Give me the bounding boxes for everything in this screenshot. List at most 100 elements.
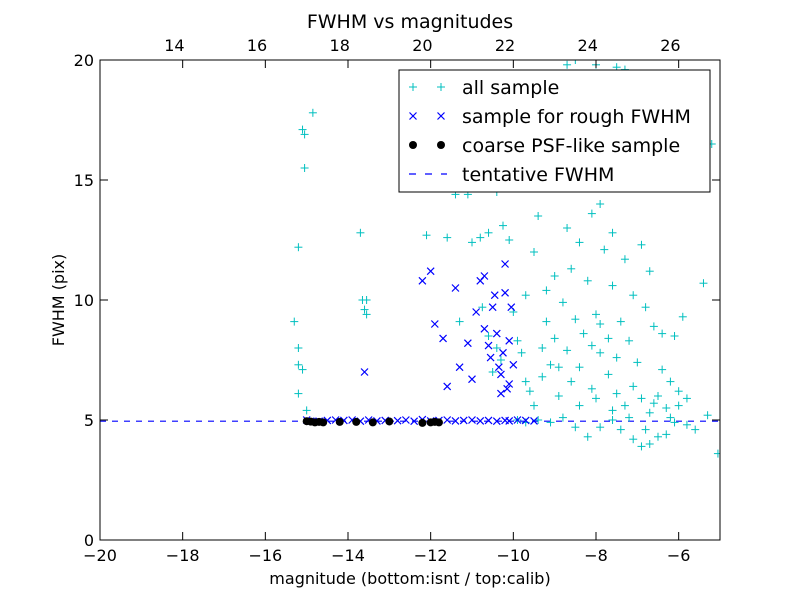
all-sample-point (579, 329, 588, 338)
all-sample-point (620, 255, 629, 264)
rough-sample-point (410, 417, 419, 426)
plot-area (100, 60, 720, 458)
top-x-tick-label: 22 (495, 36, 515, 55)
legend-label: tentative FWHM (462, 164, 614, 186)
all-sample-point (575, 363, 584, 372)
legend-dot-icon (409, 141, 417, 149)
rough-sample-point (443, 382, 452, 391)
rough-sample-point (472, 308, 481, 316)
all-sample-point (637, 240, 646, 249)
rough-sample-point (451, 417, 460, 425)
rough-sample-point (468, 416, 476, 424)
all-sample-point (492, 344, 501, 352)
all-sample-point (670, 332, 679, 340)
all-sample-point (302, 406, 311, 415)
all-sample-point (517, 348, 526, 357)
legend-item-psf: coarse PSF-like sample (409, 135, 680, 157)
x-tick-label: −12 (414, 546, 448, 565)
all-sample-point (499, 221, 507, 230)
all-sample-point (629, 291, 638, 300)
rough-sample-point (505, 417, 514, 425)
legend-x-icon (409, 112, 417, 120)
all-sample-point (713, 449, 720, 458)
all-sample-point (658, 329, 667, 338)
all-sample-point (604, 370, 613, 379)
all-sample-point (670, 418, 679, 427)
all-sample-point (542, 317, 551, 326)
legend-plus-icon (409, 83, 417, 91)
all-sample-point (703, 411, 712, 420)
all-sample-point (563, 60, 572, 69)
all-sample-point (620, 401, 629, 410)
all-sample-point (298, 365, 307, 374)
legend-item-all: all sample (409, 77, 559, 99)
rough-sample-point (476, 417, 485, 425)
all-sample-point (542, 286, 551, 295)
all-sample-point (538, 372, 547, 381)
rough-sample-point (492, 329, 501, 338)
all-sample-point (637, 442, 646, 451)
all-sample-point (484, 332, 493, 340)
legend-item-rough: sample for rough FWHM (409, 106, 691, 128)
all-sample-point (571, 423, 580, 432)
all-sample-point (682, 420, 691, 429)
all-sample-point (362, 296, 371, 304)
rough-sample-point (509, 360, 518, 369)
x-tick-label: −18 (166, 546, 200, 565)
y-tick-label: 15 (74, 171, 94, 190)
rough-sample-point (488, 303, 497, 312)
all-sample-point (641, 425, 650, 434)
all-sample-point (691, 425, 700, 434)
rough-sample-point (503, 384, 512, 393)
all-sample-point (525, 387, 534, 396)
all-sample-point (546, 360, 555, 369)
psf-sample-point (418, 418, 427, 427)
all-sample-point (546, 418, 555, 427)
all-sample-point (604, 334, 613, 343)
rough-sample-point (480, 324, 489, 333)
all-sample-point (608, 281, 617, 290)
rough-sample-point (505, 336, 514, 345)
all-sample-point (308, 108, 317, 117)
legend-label: sample for rough FWHM (462, 106, 691, 128)
all-sample-point (666, 377, 675, 386)
all-sample-point (641, 303, 650, 312)
all-sample-point (649, 399, 658, 408)
all-sample-point (488, 368, 497, 376)
top-x-tick-label: 18 (330, 36, 350, 55)
all-sample-point (571, 315, 580, 324)
top-x-tick-label: 14 (164, 36, 184, 55)
all-sample-point (674, 387, 683, 396)
rough-sample-point (490, 291, 499, 300)
all-sample-point (360, 305, 369, 314)
y-tick-label: 5 (84, 411, 94, 430)
all-sample-point (563, 346, 572, 355)
all-sample-point (294, 389, 303, 398)
y-tick-label: 0 (84, 531, 94, 550)
all-sample-point (645, 267, 654, 276)
rough-sample-point (497, 389, 505, 398)
all-sample-point (633, 358, 642, 367)
psf-sample-point (335, 417, 344, 426)
all-sample-point (612, 353, 621, 362)
rough-sample-point (401, 416, 410, 424)
rough-sample-point (530, 417, 538, 425)
rough-sample-point (486, 353, 495, 362)
rough-sample-point (484, 341, 493, 350)
rough-sample-point (463, 339, 472, 348)
x-axis-label: magnitude (bottom:isnt / top:calib) (269, 569, 550, 588)
rough-sample-point (513, 416, 522, 424)
rough-sample-point (484, 416, 493, 425)
top-x-tick-label: 20 (412, 36, 432, 55)
rough-sample-point (360, 368, 369, 376)
top-x-tick-label: 26 (660, 36, 680, 55)
all-sample-point (666, 413, 675, 422)
all-sample-point (571, 60, 580, 64)
all-sample-point (587, 384, 596, 393)
psf-sample-point (352, 417, 361, 426)
psf-sample-point (434, 418, 443, 427)
all-sample-point (699, 279, 708, 288)
rough-sample-point (492, 417, 501, 426)
all-sample-point (513, 336, 522, 345)
rough-sample-point (439, 334, 447, 343)
